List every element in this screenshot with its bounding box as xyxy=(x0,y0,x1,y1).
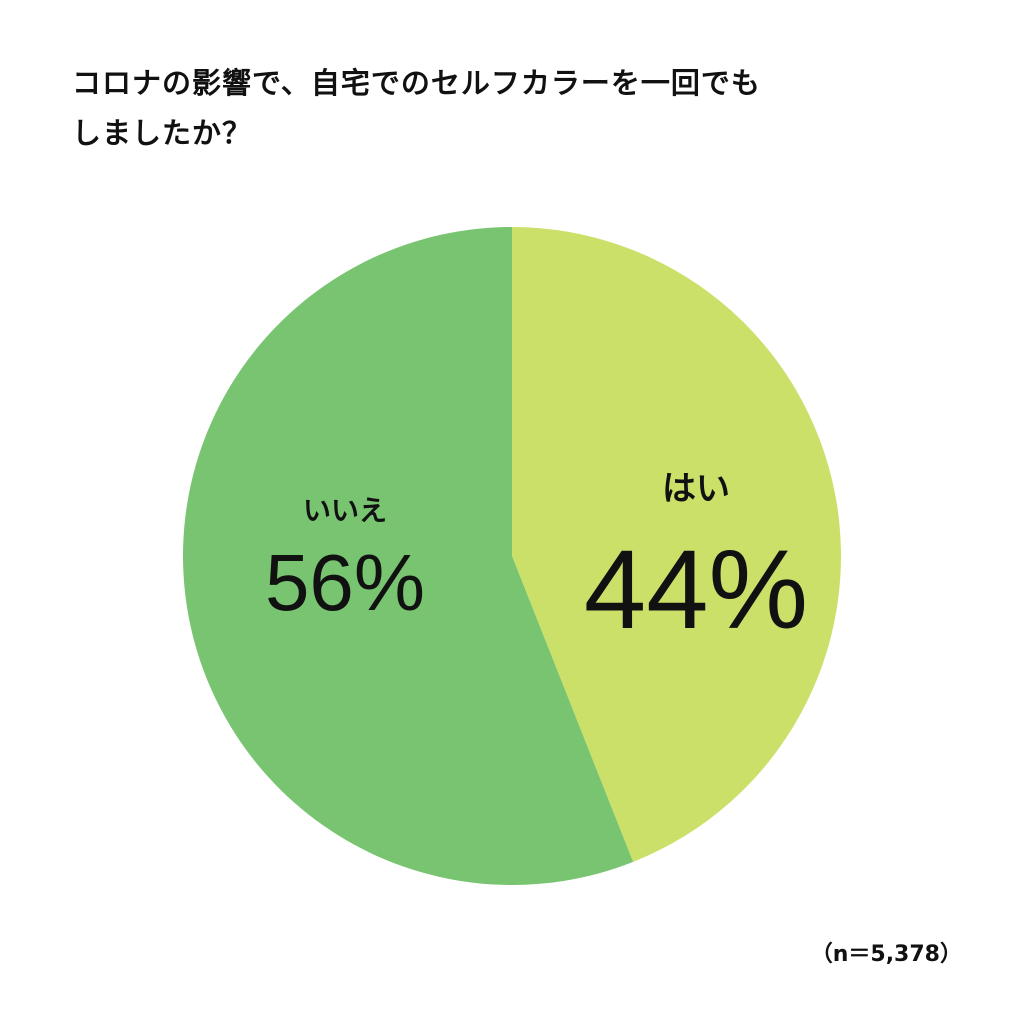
pie-labels: はい 44% いいえ 56% xyxy=(265,469,808,652)
slice-value-no: 56% xyxy=(265,538,425,627)
chart-title-line-1: コロナの影響で、自宅でのセルフカラーを一回でも xyxy=(72,66,761,100)
slice-value-yes: 44% xyxy=(584,527,808,652)
sample-size-note: （n＝5,378） xyxy=(810,942,962,967)
pie-slice-no xyxy=(183,227,634,885)
slice-label-yes: はい xyxy=(662,469,730,509)
slice-label-no: いいえ xyxy=(303,494,387,527)
pie-slice-yes xyxy=(512,227,842,862)
pie-slices xyxy=(183,227,842,885)
chart-title-line-2: しましたか？ xyxy=(72,116,253,150)
chart-title: コロナの影響で、自宅でのセルフカラーを一回でも しましたか？ xyxy=(72,58,932,158)
